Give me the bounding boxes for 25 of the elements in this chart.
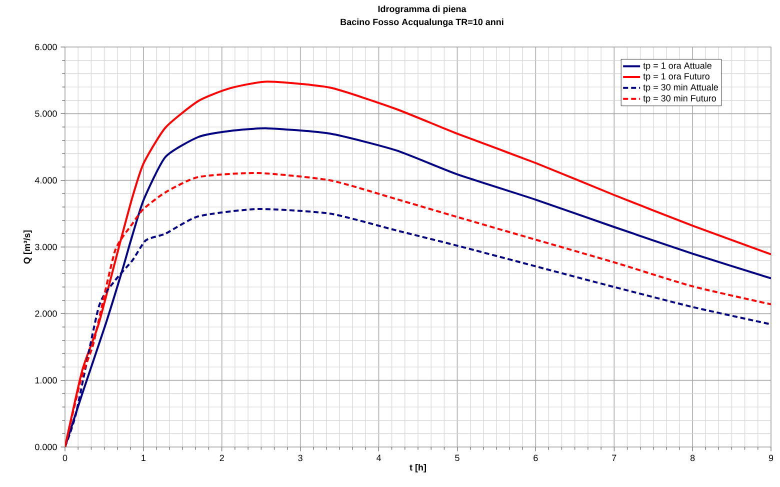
x-tick-label: 3 [298,454,302,462]
y-tick-label: 1.000 [35,377,57,384]
legend-label: tp = 30 min Futuro [643,94,716,104]
y-axis-title: Q [m³/s] [23,230,32,264]
legend-label: tp = 1 ora Attuale [643,62,712,71]
chart-subtitle: Bacino Fosso Acqualunga TR=10 anni [340,18,504,27]
x-tick-label: 2 [220,454,224,462]
legend-label: tp = 30 min Attuale [643,84,718,92]
x-tick-label: 8 [690,454,695,462]
x-axis-title: t [h] [410,464,426,472]
x-tick-label: 4 [376,454,382,461]
x-tick-label: 1 [142,454,146,461]
x-tick-label: 0 [62,454,68,462]
y-tick-label: 6.000 [35,44,57,50]
y-tick-label: 2.000 [35,310,57,317]
x-tick-label: 6 [534,454,538,462]
legend-label: tp = 1 ora Futuro [643,73,710,82]
y-tick-label: 3.000 [35,244,57,250]
x-tick-label: 5 [455,454,460,462]
x-tick-label: 7 [612,454,616,461]
y-tick-label: 5.000 [35,110,57,117]
y-tick-label: 4.000 [34,177,57,184]
y-tick-label: 0.000 [35,444,57,450]
x-tick-label: 9 [768,454,774,462]
chart-title: Idrogramma di piena [378,6,466,14]
